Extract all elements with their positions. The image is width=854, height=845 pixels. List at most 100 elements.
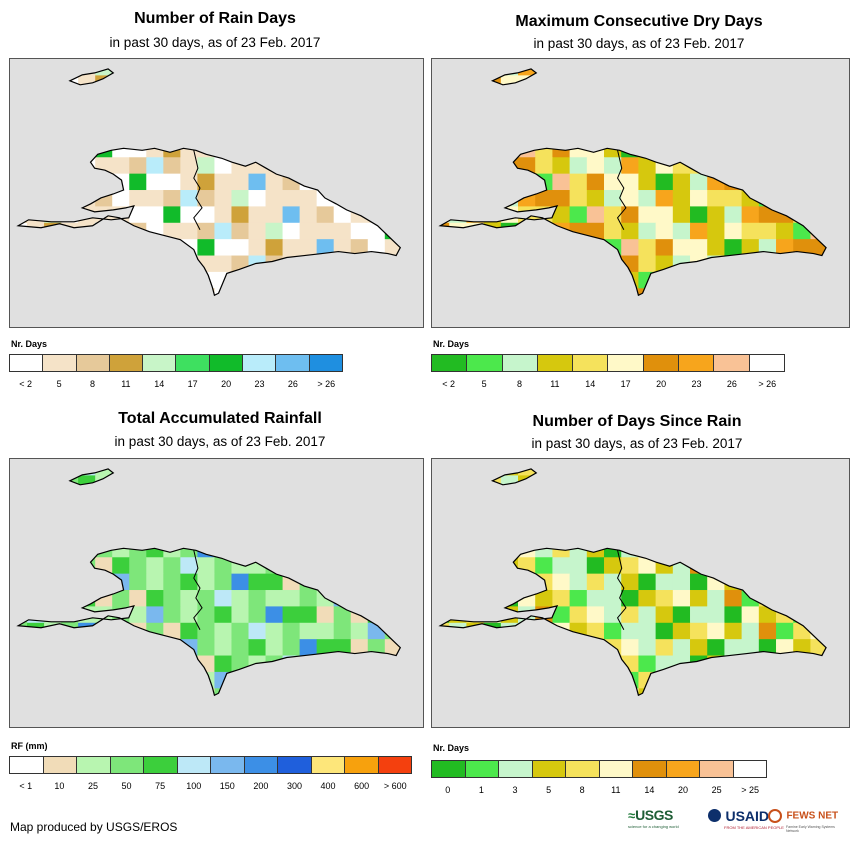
grid-cell bbox=[180, 288, 198, 296]
grid-cell bbox=[638, 190, 657, 207]
grid-cell bbox=[655, 475, 674, 493]
grid-cell bbox=[299, 271, 318, 289]
grid-cell bbox=[724, 468, 743, 476]
grid-cell bbox=[384, 671, 401, 689]
grid-cell bbox=[44, 271, 62, 289]
grid-cell bbox=[265, 239, 284, 257]
map-rain-days[interactable] bbox=[9, 58, 424, 328]
grid-cell bbox=[586, 124, 605, 142]
grid-cell bbox=[95, 190, 113, 207]
grid-cell bbox=[569, 491, 588, 509]
grid-cell bbox=[690, 91, 708, 109]
grid-cell bbox=[316, 288, 335, 296]
grid-cell bbox=[367, 573, 386, 591]
grid-cell bbox=[27, 475, 45, 493]
grid-cell bbox=[672, 157, 691, 175]
grid-cell bbox=[61, 271, 79, 289]
legend-tick-label: 5 bbox=[56, 379, 62, 389]
grid-cell bbox=[535, 590, 553, 607]
grid-cell bbox=[449, 524, 467, 542]
grid-cell bbox=[672, 639, 691, 657]
map-total-rainfall[interactable] bbox=[9, 458, 424, 728]
usgs-text: USGS bbox=[635, 807, 673, 823]
legend-swatch bbox=[209, 355, 244, 371]
grid-cell bbox=[690, 157, 708, 175]
legend-tick-label: 600 bbox=[354, 781, 370, 791]
grid-cell bbox=[449, 305, 467, 322]
grid-cell bbox=[758, 524, 777, 542]
grid-cell bbox=[78, 540, 96, 558]
grid-cell bbox=[197, 206, 215, 224]
grid-cell bbox=[655, 508, 674, 526]
legend-tick-label: > 25 bbox=[741, 785, 760, 795]
grid-cell bbox=[129, 639, 147, 657]
grid-cell bbox=[638, 688, 657, 696]
grid-cell bbox=[265, 91, 284, 109]
grid-cell bbox=[810, 140, 827, 158]
grid-cell bbox=[44, 288, 62, 296]
grid-cell bbox=[552, 688, 571, 696]
legend-swatch bbox=[749, 355, 784, 371]
grid-cell bbox=[518, 540, 536, 558]
grid-cell bbox=[350, 173, 369, 191]
grid-cell bbox=[828, 223, 846, 240]
grid-cell bbox=[316, 671, 335, 689]
grid-cell bbox=[569, 639, 588, 657]
grid-cell bbox=[351, 305, 369, 322]
grid-cell bbox=[440, 68, 450, 76]
grid-cell bbox=[180, 124, 198, 142]
grid-cell bbox=[776, 124, 794, 142]
grid-cell bbox=[402, 206, 420, 223]
grid-cell bbox=[180, 255, 198, 273]
grid-cell bbox=[621, 573, 639, 591]
grid-cell bbox=[333, 206, 352, 224]
grid-cell bbox=[810, 705, 828, 722]
map-max-dry-days[interactable] bbox=[431, 58, 850, 328]
grid-cell bbox=[95, 508, 113, 526]
grid-cell bbox=[61, 190, 79, 207]
grid-cell bbox=[419, 492, 423, 509]
grid-cell bbox=[61, 91, 79, 109]
grid-cell bbox=[604, 475, 622, 493]
grid-cell bbox=[793, 91, 811, 109]
grid-cell bbox=[317, 305, 335, 322]
grid-cell bbox=[146, 688, 164, 696]
map-days-since-rain[interactable] bbox=[431, 458, 850, 728]
grid-cell bbox=[690, 305, 708, 322]
grid-cell bbox=[655, 540, 674, 558]
grid-cell bbox=[845, 639, 849, 656]
grid-cell bbox=[78, 655, 96, 673]
grid-cell bbox=[672, 91, 691, 109]
grid-cell bbox=[569, 508, 588, 526]
grid-cell bbox=[552, 508, 571, 526]
grid-cell bbox=[535, 108, 553, 126]
grid-cell bbox=[282, 688, 301, 696]
grid-cell bbox=[828, 256, 846, 273]
grid-cell bbox=[535, 124, 553, 142]
legend-swatch bbox=[211, 757, 245, 773]
grid-cell bbox=[27, 508, 45, 526]
grid-cell bbox=[466, 671, 485, 689]
grid-cell bbox=[112, 124, 130, 142]
grid-cell bbox=[810, 68, 827, 76]
grid-cell bbox=[449, 68, 467, 76]
grid-cell bbox=[265, 655, 284, 673]
grid-cell bbox=[440, 468, 450, 476]
grid-cell bbox=[638, 655, 657, 673]
grid-cell bbox=[741, 68, 760, 76]
grid-cell bbox=[638, 573, 657, 591]
grid-cell bbox=[707, 206, 725, 224]
usgs-logo: ≈USGS science for a changing world bbox=[628, 807, 679, 829]
grid-cell bbox=[282, 540, 301, 558]
grid-cell bbox=[810, 173, 827, 191]
grid-cell bbox=[44, 688, 62, 696]
panel-days-since-rain: Number of Days Since Rain in past 30 day… bbox=[427, 400, 854, 805]
panel-title: Total Accumulated Rainfall bbox=[118, 410, 322, 427]
grid-cell bbox=[146, 157, 164, 175]
grid-cell bbox=[44, 124, 62, 142]
grid-cell bbox=[265, 491, 284, 509]
legend-ticks-total-rainfall: < 1 10 25 50 75 100 150 200 300 400 600 > 600 bbox=[9, 781, 412, 793]
grid-cell bbox=[350, 239, 369, 257]
grid-cell bbox=[586, 688, 605, 696]
grid-cell bbox=[95, 140, 113, 158]
